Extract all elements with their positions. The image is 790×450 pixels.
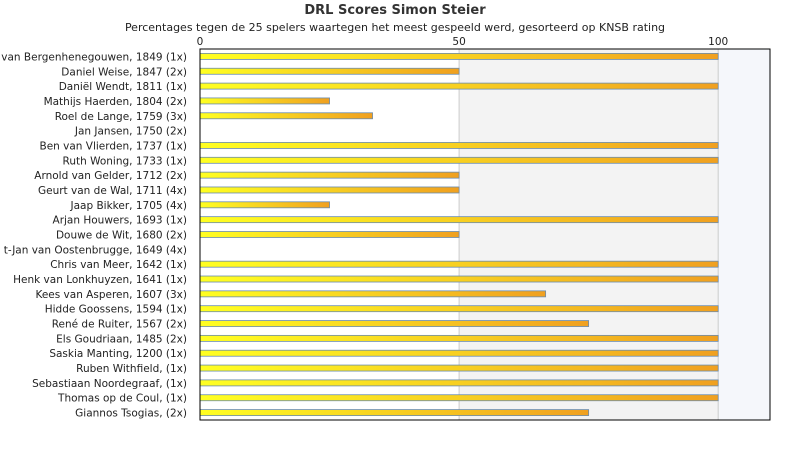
category-label: t-Jan van Oostenbrugge, 1649 (4x) [4,244,187,256]
category-label: Arnold van Gelder, 1712 (2x) [34,170,187,182]
category-label: Els Goudriaan, 1485 (2x) [56,333,187,345]
bar [199,156,719,164]
category-label: Geurt van de Wal, 1711 (4x) [38,185,187,197]
bar [199,67,460,75]
category-label: Sebastiaan Noordegraaf, (1x) [32,378,187,390]
category-label: Jan Jansen, 1750 (2x) [74,126,187,138]
bar [199,260,719,268]
x-tick-label: 100 [708,36,728,48]
bar [199,275,719,283]
bar [199,97,330,105]
category-label: Daniël Wendt, 1811 (1x) [59,81,187,93]
category-label: Ruben Withfield, (1x) [76,363,187,375]
category-label: Roel de Lange, 1759 (3x) [55,111,187,123]
bar [199,349,719,357]
bar [199,379,719,387]
bar [199,231,460,238]
category-label: Daniel Weise, 1847 (2x) [61,66,187,78]
bar [199,409,590,416]
category-label: Henk van Lonkhuyzen, 1641 (1x) [13,274,187,286]
bar [199,216,719,224]
bar [199,201,330,209]
bar [199,394,719,402]
category-label: Chris van Meer, 1642 (1x) [50,259,187,271]
category-label: Hidde Goossens, 1594 (1x) [45,304,187,316]
category-label: Mathijs Haerden, 1804 (2x) [44,96,187,108]
bar [199,142,719,149]
bar [199,53,719,60]
category-label: Arjan Houwers, 1693 (1x) [53,215,187,227]
category-label: Ben van Vlierden, 1737 (1x) [39,140,187,152]
bars [199,53,719,416]
chart-subtitle: Percentages tegen de 25 spelers waartege… [124,21,666,34]
bar [199,112,373,120]
plot-frame [199,48,771,421]
bar [199,171,460,179]
x-tick-label: 50 [452,36,465,48]
category-label: René de Ruiter, 1567 (2x) [52,319,187,331]
bar [199,82,719,90]
x-tick-label: 0 [197,36,204,48]
category-label: Kees van Asperen, 1607 (3x) [35,289,187,301]
bar [199,305,719,313]
bar [199,290,547,298]
category-label: Thomas op de Coul, (1x) [57,393,187,405]
category-label: Douwe de Wit, 1680 (2x) [56,230,187,242]
bar [199,186,460,194]
plot-background [200,49,770,420]
band-50-100 [459,49,719,420]
bar [199,364,719,372]
bar [199,334,719,342]
y-axis-labels: van Bergenhenegouwen, 1849 (1x) Daniel We… [1,51,187,419]
category-label: Ruth Woning, 1733 (1x) [63,155,188,167]
band-100-plus [718,49,770,420]
chart-title: DRL Scores Simon Steier [304,3,486,18]
x-axis-ticks: 0 50 100 [197,36,729,48]
category-label: van Bergenhenegouwen, 1849 (1x) [1,51,187,63]
bar [199,320,590,327]
category-label: Giannos Tsogias, (2x) [75,408,187,420]
category-label: Saskia Manting, 1200 (1x) [49,348,187,360]
category-label: Jaap Bikker, 1705 (4x) [70,200,187,212]
